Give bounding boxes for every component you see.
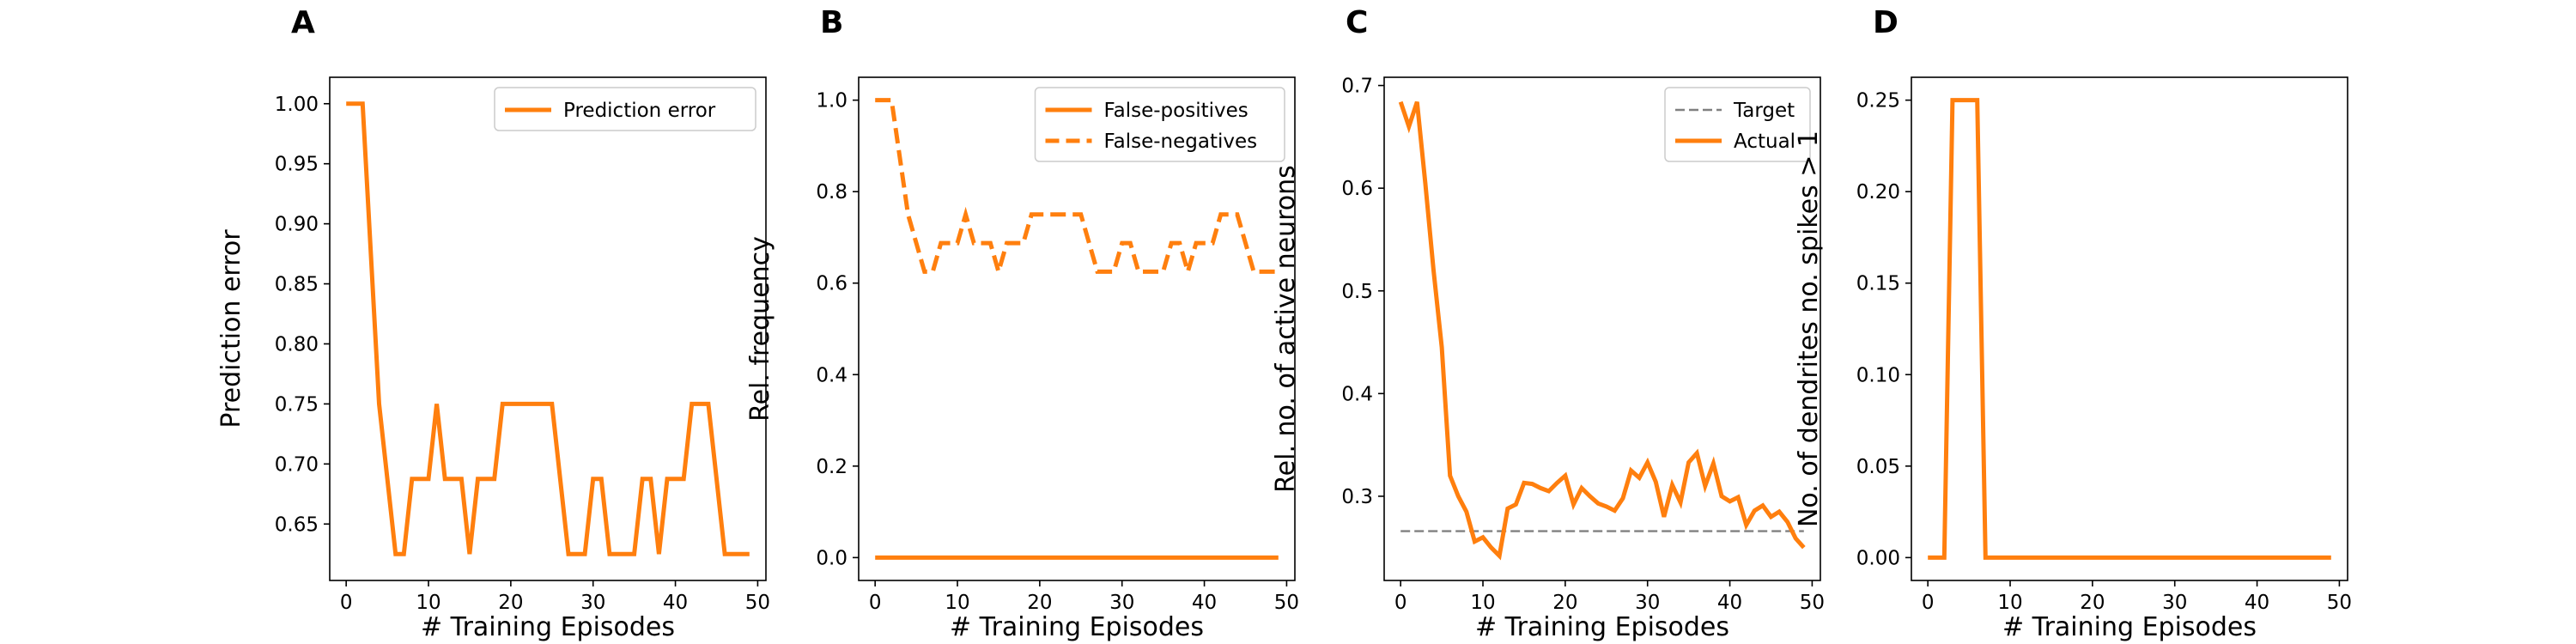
y-tick-label: 1.0 [816, 90, 848, 112]
x-tick-label: 30 [1109, 592, 1134, 614]
x-tick-label: 50 [1800, 592, 1825, 614]
y-axis-label: Prediction error [216, 229, 246, 428]
x-tick-label: 40 [1717, 592, 1742, 614]
y-tick-label: 1.00 [275, 94, 319, 116]
y-tick-label: 0.65 [275, 513, 319, 536]
y-axis-label: No. of dendrites no. spikes > 1 [1794, 131, 1824, 527]
series-line-false-negatives [875, 98, 1279, 280]
legend: Target Actual [1664, 87, 1811, 162]
plot-frame [329, 76, 767, 581]
panel-b: B 0 10 20 30 40 50 0.0 0.2 0.4 0.6 0.8 1.0 # Training… [745, 5, 1299, 642]
x-tick-label: 20 [498, 592, 523, 614]
x-tick-label: 30 [580, 592, 605, 614]
y-tick-label: 0.8 [816, 181, 848, 204]
x-tick-label: 0 [869, 592, 882, 614]
x-axis-label: # Training Episodes [950, 612, 1204, 642]
y-tick-label: 0.6 [1341, 178, 1373, 200]
x-tick-label: 40 [663, 592, 688, 614]
y-tick-label: 0.4 [816, 364, 848, 386]
x-tick-label: 10 [1997, 592, 2022, 614]
legend-box [494, 87, 756, 131]
panel-letter: C [1346, 5, 1368, 40]
y-tick-label: 0.0 [816, 547, 848, 569]
x-tick-label: 40 [2245, 592, 2269, 614]
y-tick-label: 0.6 [816, 273, 848, 295]
x-axis-label: # Training Episodes [2002, 612, 2257, 642]
y-tick-label: 0.5 [1341, 281, 1373, 303]
panel-letter: D [1873, 5, 1899, 40]
x-axis-label: # Training Episodes [1475, 612, 1729, 642]
y-axis-label: Rel. frequency [745, 236, 775, 422]
y-tick-label: 0.80 [275, 333, 319, 355]
x-tick-label: 20 [1027, 592, 1052, 614]
y-tick-label: 0.25 [1856, 90, 1900, 112]
y-tick-label: 0.90 [275, 214, 319, 236]
legend-label: Actual [1734, 131, 1795, 153]
series-line-data [1928, 98, 2331, 560]
y-tick-label: 0.05 [1856, 456, 1900, 478]
panel-c: C 0 10 20 30 40 50 0.3 0.4 0.5 0.6 0.7 # Training Ep… [1271, 5, 1825, 642]
legend-label: Target [1733, 100, 1795, 122]
x-tick-label: 30 [1635, 592, 1660, 614]
x-tick-label: 10 [416, 592, 440, 614]
y-tick-label: 0.20 [1856, 181, 1900, 204]
x-tick-label: 0 [1922, 592, 1935, 614]
x-tick-label: 40 [1192, 592, 1217, 614]
x-tick-label: 50 [2327, 592, 2352, 614]
y-tick-label: 0.2 [816, 456, 848, 478]
plot-frame [858, 76, 1296, 581]
x-tick-label: 20 [1552, 592, 1577, 614]
panel-letter: B [820, 5, 843, 40]
series-line-prediction-error [346, 101, 750, 556]
panel-a: A 0 10 20 30 40 50 0.65 0.70 0.75 0.80 0.85 0.90 0.95… [216, 5, 770, 642]
x-tick-label: 10 [1470, 592, 1495, 614]
legend-label: False-negatives [1104, 131, 1258, 153]
y-tick-label: 0.7 [1341, 76, 1373, 98]
panel-d: D 0 10 20 30 40 50 0.00 0.05 0.10 0.15 0.20 0.25 # Tr… [1794, 5, 2352, 642]
legend-label: False-positives [1104, 100, 1249, 122]
plot-frame [1383, 76, 1821, 581]
y-tick-label: 0.75 [275, 393, 319, 416]
plot-frame [1911, 76, 2348, 581]
x-tick-label: 20 [2080, 592, 2105, 614]
legend: False-positives False-negatives [1034, 87, 1285, 162]
legend-box [1034, 87, 1285, 162]
y-tick-label: 0.00 [1856, 547, 1900, 569]
x-tick-label: 50 [745, 592, 770, 614]
y-tick-label: 0.70 [275, 453, 319, 476]
x-axis-label: # Training Episodes [421, 612, 675, 642]
x-tick-label: 0 [1394, 592, 1407, 614]
y-tick-label: 0.3 [1341, 486, 1373, 508]
y-tick-label: 0.4 [1341, 383, 1373, 405]
legend-label: Prediction error [563, 100, 716, 122]
series-line-actual [1398, 100, 1806, 561]
x-tick-label: 10 [945, 592, 969, 614]
y-tick-label: 0.95 [275, 154, 319, 176]
panel-letter: A [291, 5, 315, 40]
y-tick-label: 0.15 [1856, 273, 1900, 295]
y-tick-label: 0.85 [275, 274, 319, 296]
legend: Prediction error [494, 87, 756, 131]
x-tick-label: 30 [2162, 592, 2187, 614]
x-tick-label: 50 [1274, 592, 1299, 614]
y-axis-label: Rel. no. of active neurons [1271, 165, 1301, 493]
y-tick-label: 0.10 [1856, 364, 1900, 386]
x-tick-label: 0 [340, 592, 353, 614]
